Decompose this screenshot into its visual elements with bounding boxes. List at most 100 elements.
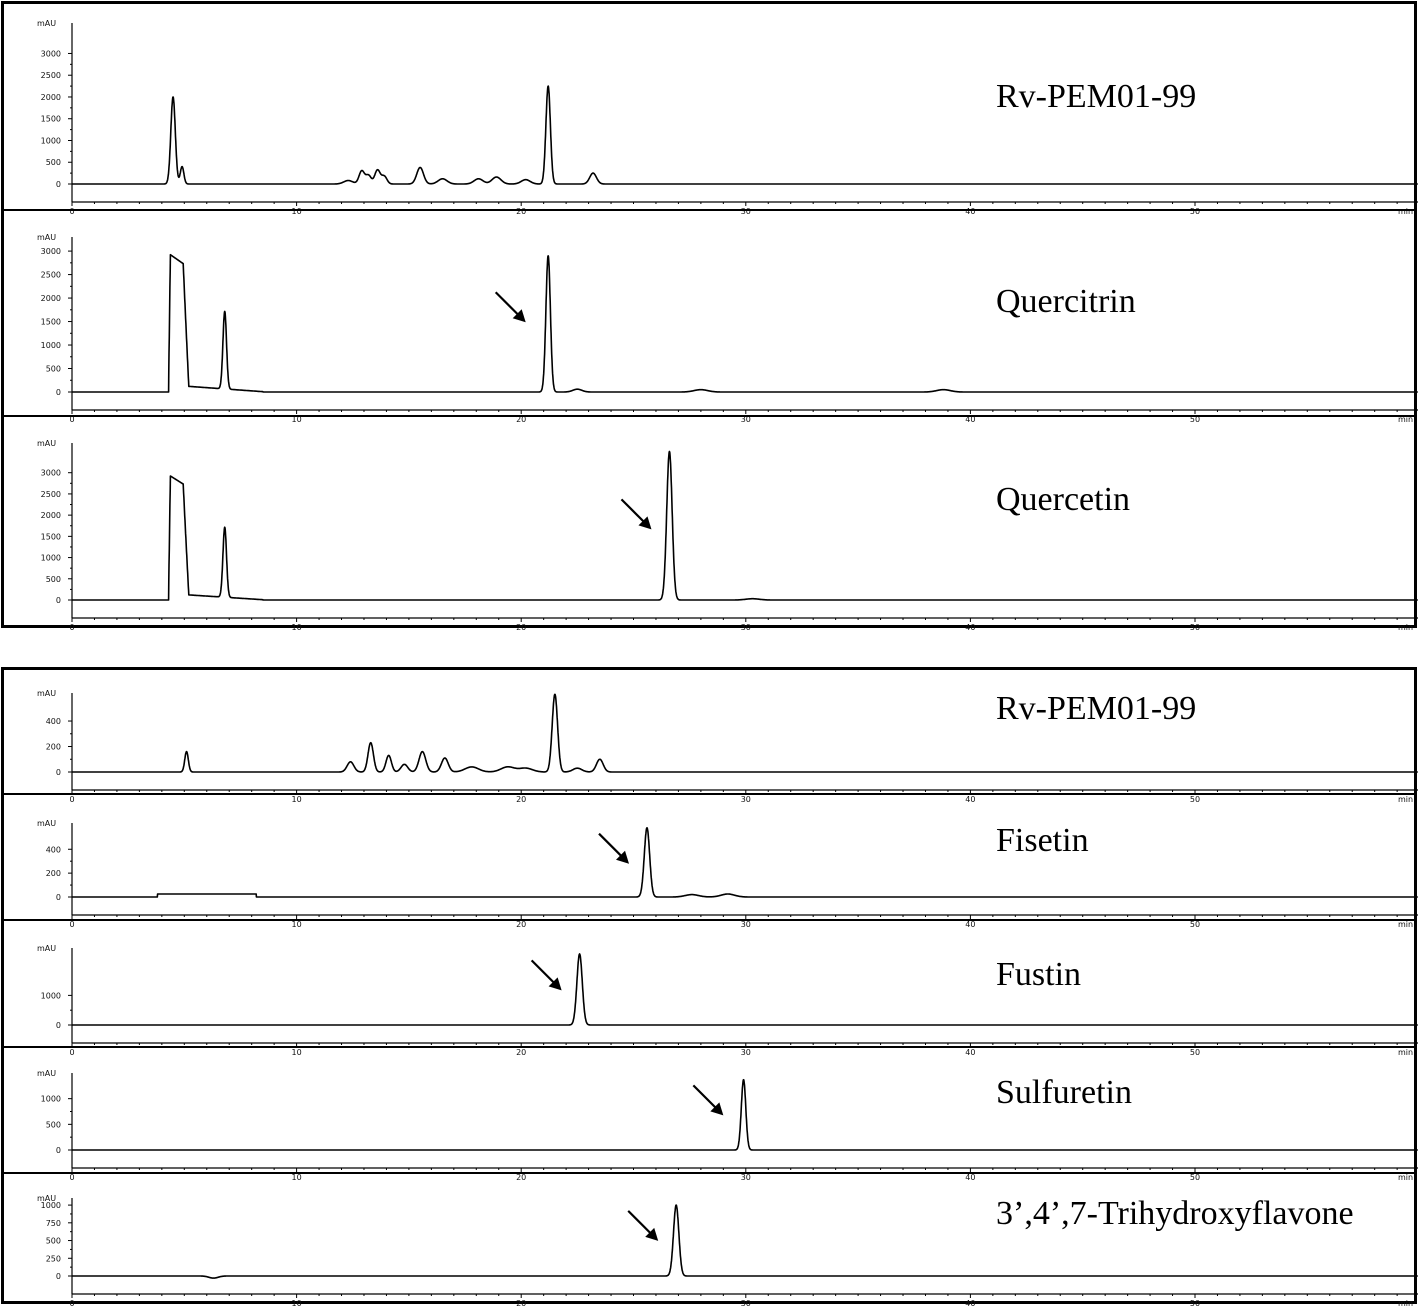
- x-tick-label: 30: [741, 1299, 751, 1308]
- chromatogram-trace: [71, 1078, 1418, 1151]
- x-tick-label: 40: [965, 207, 975, 216]
- y-tick-label: 3000: [41, 247, 61, 256]
- x-tick-label: 20: [516, 1048, 526, 1057]
- chromatogram-panel: mAU 0 200 400 0 10 20 30 40 50 min Fisetin: [37, 819, 1418, 929]
- y-axis-label: mAU: [37, 689, 56, 698]
- chromatogram-trace: [71, 253, 1418, 393]
- panel-separator: [4, 209, 1414, 211]
- y-tick-label: 0: [56, 1272, 61, 1281]
- x-unit-label: min: [1398, 1299, 1413, 1308]
- x-unit-label: min: [1398, 207, 1413, 216]
- y-tick-label: 400: [46, 845, 61, 854]
- x-unit-label: min: [1398, 920, 1413, 929]
- x-tick-label: 40: [965, 623, 975, 632]
- x-tick-label: 10: [292, 207, 302, 216]
- compound-label: Quercitrin: [996, 283, 1136, 320]
- x-tick-label: 20: [516, 1173, 526, 1182]
- x-tick-label: 10: [292, 795, 302, 804]
- compound-label: Sulfuretin: [996, 1074, 1132, 1111]
- peak-arrow: [620, 498, 646, 524]
- y-tick-label: 0: [56, 180, 61, 189]
- x-tick-label: 50: [1190, 623, 1200, 632]
- y-tick-label: 3000: [41, 469, 61, 478]
- panel-separator: [4, 1046, 1414, 1048]
- x-tick-label: 40: [965, 415, 975, 424]
- compound-label: Rv-PEM01-99: [996, 690, 1196, 727]
- x-tick-label: 10: [292, 1299, 302, 1308]
- chromatogram-panel: mAU 0 1000 0 10 20 30 40 50 min Fustin: [37, 944, 1418, 1057]
- y-tick-label: 1500: [41, 318, 61, 327]
- peak-arrow-head: [512, 309, 526, 323]
- y-tick-label: 2500: [41, 71, 61, 80]
- x-tick-label: 0: [69, 207, 74, 216]
- y-tick-label: 1000: [41, 554, 61, 563]
- y-axis-label: mAU: [37, 19, 56, 28]
- chromatogram-group-1: mAU 0 500 1000 1500 2000 2500 3000 0 10 20 30 40 50 mi…: [1, 1, 1418, 632]
- chromatogram-trace: [71, 450, 1418, 601]
- peak-arrow: [598, 832, 623, 858]
- x-tick-label: 20: [516, 1299, 526, 1308]
- chromatogram-panel: mAU 0 500 1000 1500 2000 2500 3000 0 10 20 30 40 50 mi…: [37, 19, 1418, 216]
- x-tick-label: 20: [516, 795, 526, 804]
- x-unit-label: min: [1398, 415, 1413, 424]
- x-tick-label: 20: [516, 920, 526, 929]
- chromatogram-trace: [71, 1204, 1418, 1279]
- y-tick-label: 1500: [41, 532, 61, 541]
- panel-separator: [4, 415, 1414, 417]
- peak-arrow-head: [616, 850, 630, 864]
- y-axis-label: mAU: [37, 944, 56, 953]
- peak-arrow-head: [548, 977, 562, 991]
- y-tick-label: 400: [46, 717, 61, 726]
- x-tick-label: 30: [741, 795, 751, 804]
- chromatogram-panel: mAU 0 500 1000 1500 2000 2500 3000 0 10 20 30 40 50 mi…: [37, 233, 1418, 424]
- y-tick-label: 2000: [41, 294, 61, 303]
- chromatogram-trace: [71, 85, 1418, 185]
- y-tick-label: 2500: [41, 490, 61, 499]
- x-tick-label: 50: [1190, 1173, 1200, 1182]
- y-tick-label: 2500: [41, 271, 61, 280]
- y-tick-label: 250: [46, 1254, 61, 1263]
- y-tick-label: 500: [46, 365, 61, 374]
- y-axis-label: mAU: [37, 439, 56, 448]
- x-tick-label: 40: [965, 1173, 975, 1182]
- x-tick-label: 10: [292, 1173, 302, 1182]
- y-tick-label: 0: [56, 388, 61, 397]
- x-unit-label: min: [1398, 623, 1413, 632]
- peak-arrow: [494, 291, 520, 317]
- y-tick-label: 750: [46, 1219, 61, 1228]
- x-tick-label: 20: [516, 623, 526, 632]
- chromatogram-panel: mAU 0 500 1000 0 10 20 30 40 50 min Sulfuretin: [37, 1069, 1418, 1182]
- x-tick-label: 20: [516, 207, 526, 216]
- y-tick-label: 0: [56, 768, 61, 777]
- y-tick-label: 0: [56, 1021, 61, 1030]
- peak-arrow-head: [645, 1227, 659, 1241]
- x-tick-label: 0: [69, 1173, 74, 1182]
- x-tick-label: 10: [292, 920, 302, 929]
- x-unit-label: min: [1398, 1173, 1413, 1182]
- peak-arrow-head: [638, 516, 652, 530]
- x-tick-label: 50: [1190, 920, 1200, 929]
- x-unit-label: min: [1398, 1048, 1413, 1057]
- y-tick-label: 500: [46, 1237, 61, 1246]
- y-tick-label: 500: [46, 575, 61, 584]
- x-tick-label: 50: [1190, 1299, 1200, 1308]
- panel-separator: [4, 793, 1414, 795]
- chromatogram-trace: [71, 693, 1418, 773]
- y-tick-label: 1000: [41, 991, 61, 1000]
- x-tick-label: 30: [741, 415, 751, 424]
- y-tick-label: 1000: [41, 1095, 61, 1104]
- panel-separator: [4, 1172, 1414, 1174]
- y-axis-label: mAU: [37, 1069, 56, 1078]
- y-tick-label: 0: [56, 1146, 61, 1155]
- x-tick-label: 0: [69, 415, 74, 424]
- x-tick-label: 40: [965, 1299, 975, 1308]
- y-tick-label: 200: [46, 743, 61, 752]
- chromatogram-panel: mAU 0 200 400 0 10 20 30 40 50 min Rv-PEM01-99: [37, 689, 1418, 804]
- x-tick-label: 50: [1190, 795, 1200, 804]
- y-tick-label: 0: [56, 893, 61, 902]
- x-tick-label: 0: [69, 1299, 74, 1308]
- x-tick-label: 20: [516, 415, 526, 424]
- y-tick-label: 1000: [41, 1201, 61, 1210]
- y-tick-label: 1000: [41, 136, 61, 145]
- x-tick-label: 40: [965, 920, 975, 929]
